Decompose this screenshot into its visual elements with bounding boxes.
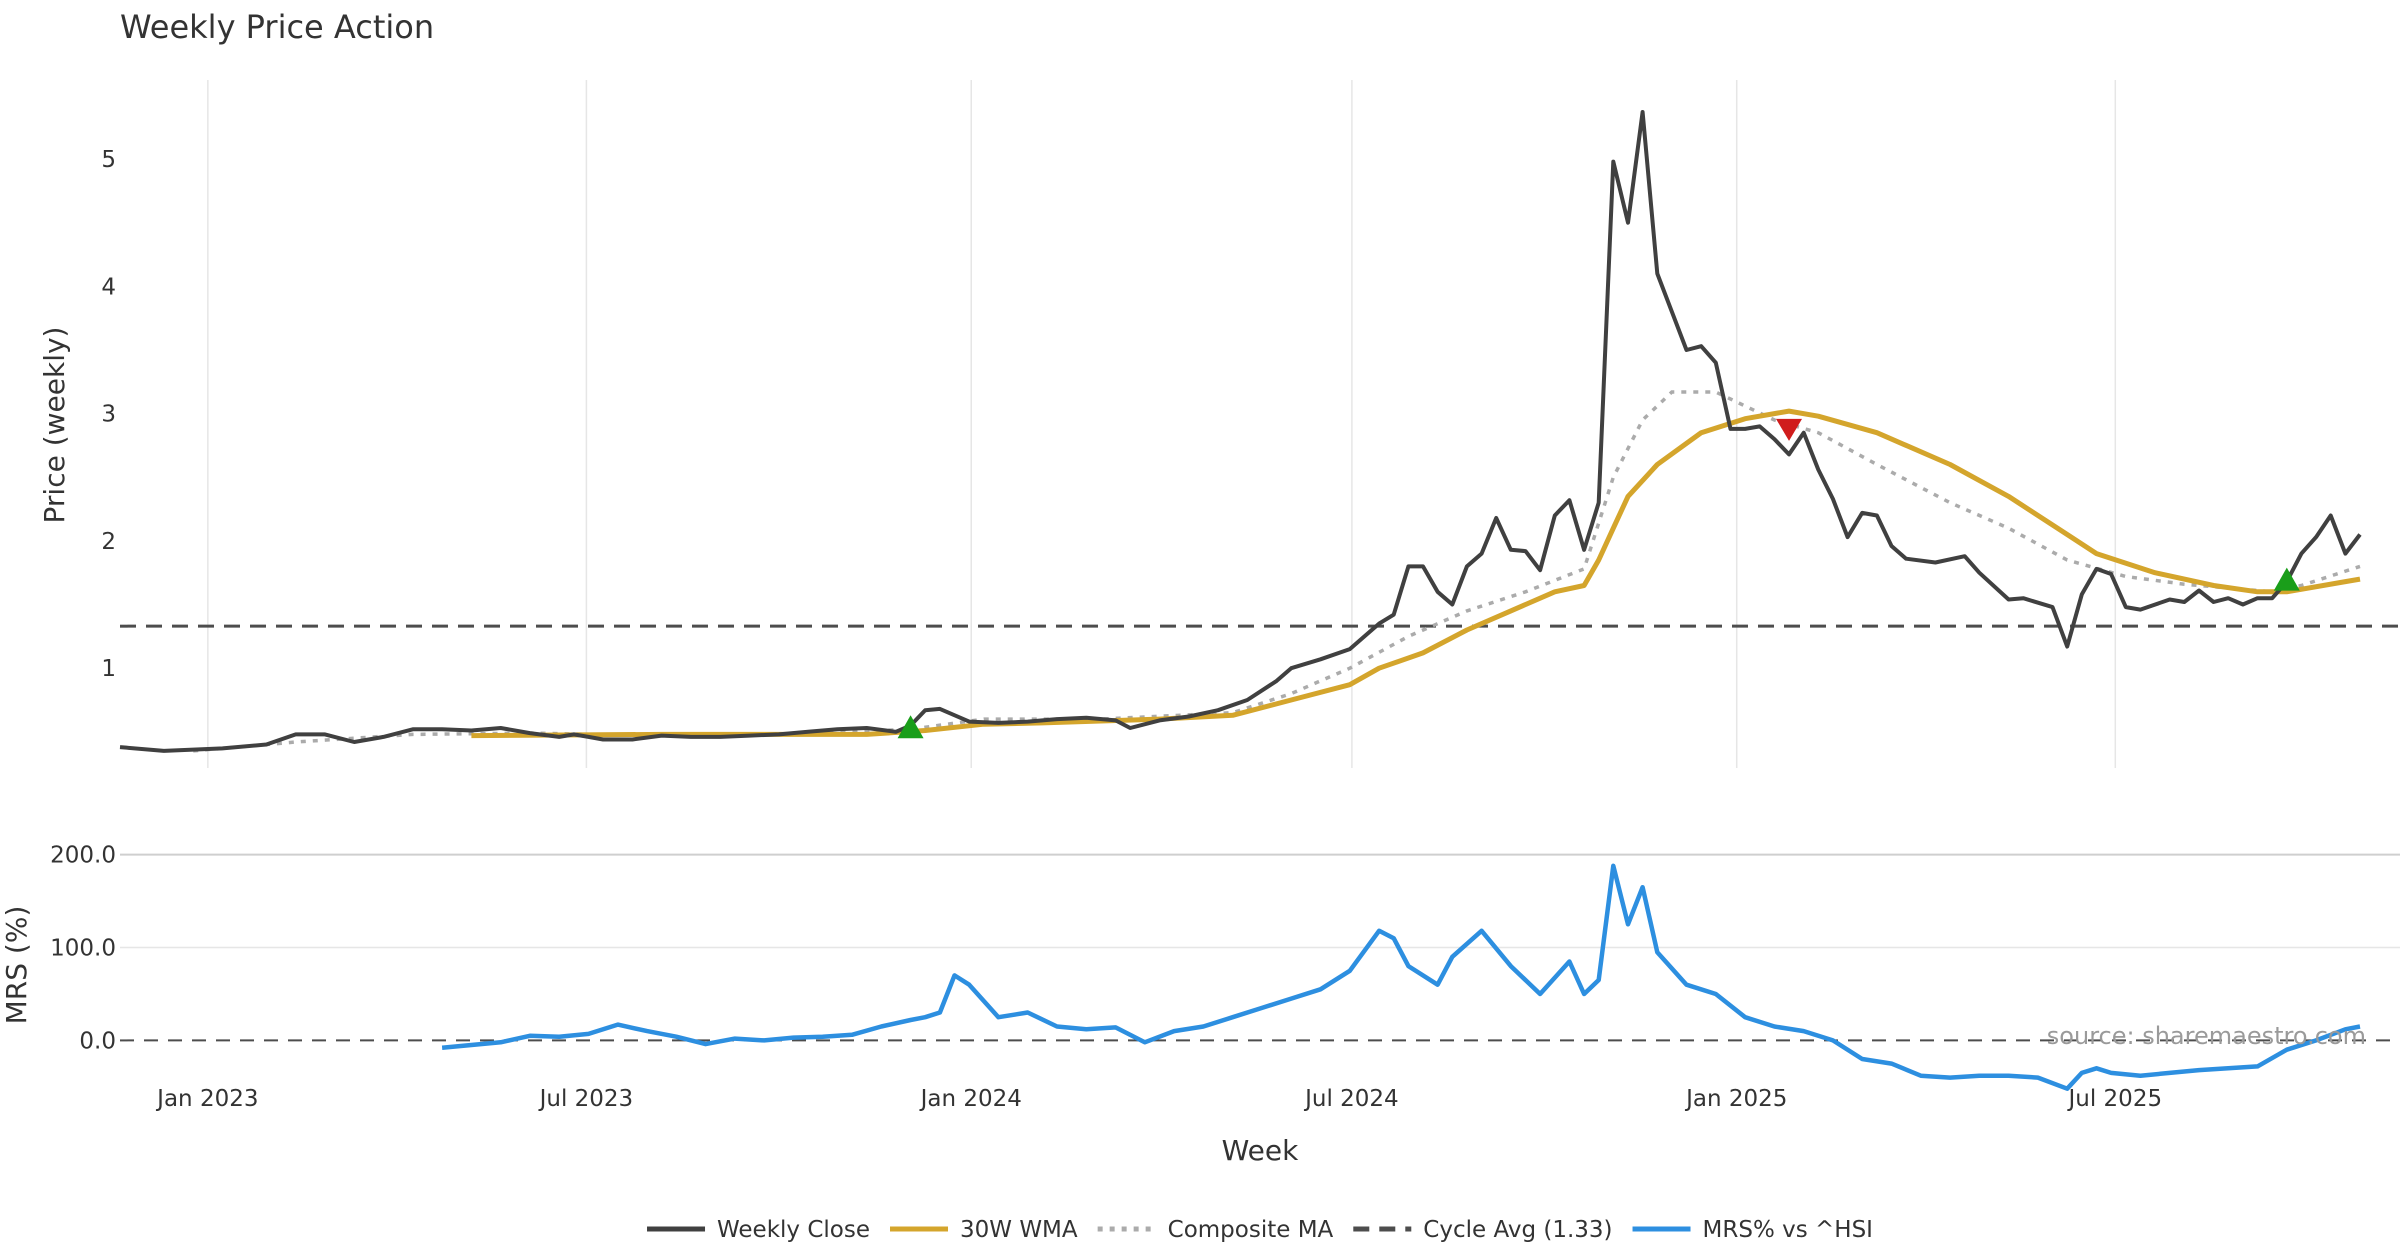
legend-item-label: MRS% vs ^HSI — [1703, 1217, 1873, 1243]
weekly-close-line — [119, 110, 2362, 753]
x-tick-label: Jan 2023 — [155, 1086, 258, 1112]
mrs-y-ticks: 0.0 100.0 200.0 — [50, 843, 116, 1055]
x-tick-label: Jul 2024 — [1303, 1086, 1399, 1112]
price-y-tick-label: 1 — [101, 656, 116, 682]
mrs-y-tick-label: 0.0 — [79, 1028, 116, 1054]
price-y-axis-label: Price (weekly) — [38, 327, 71, 524]
x-axis-label: Week — [1222, 1134, 1299, 1167]
price-y-tick-label: 3 — [101, 402, 116, 428]
chart-title: Weekly Price Action — [120, 8, 434, 46]
source-label: source: sharemaestro.com — [2047, 1022, 2366, 1050]
mrs-y-tick-label: 200.0 — [50, 843, 116, 869]
legend-item-label: Weekly Close — [717, 1217, 870, 1243]
price-y-ticks: 1 2 3 4 5 — [101, 147, 116, 682]
x-tick-label: Jul 2025 — [2066, 1086, 2162, 1112]
x-tick-label: Jan 2024 — [919, 1086, 1022, 1112]
mrs-y-tick-label: 100.0 — [50, 936, 116, 962]
mrs-line — [441, 863, 2361, 1091]
x-tick-label: Jul 2023 — [538, 1086, 634, 1112]
signal-markers — [897, 418, 2300, 739]
price-y-tick-label: 4 — [101, 274, 116, 300]
composite-ma-line — [193, 390, 2361, 753]
x-tick-label: Jan 2025 — [1684, 1086, 1787, 1112]
price-y-tick-label: 5 — [101, 147, 116, 173]
price-grid — [207, 80, 2117, 768]
mrs-grid — [120, 853, 2400, 949]
wma-30w-line — [471, 408, 2361, 739]
price-y-tick-label: 2 — [101, 529, 116, 555]
legend: Weekly Close 30W WMA Composite MA Cycle Avg… — [647, 1217, 1873, 1243]
buy-signal-marker — [897, 715, 924, 739]
x-ticks: Jan 2023 Jul 2023 Jan 2024 Jul 2024 Jan 2025… — [155, 1086, 2162, 1112]
mrs-y-axis-label: MRS (%) — [0, 906, 33, 1025]
legend-item-label: Cycle Avg (1.33) — [1423, 1217, 1612, 1243]
sell-signal-marker — [1776, 418, 1803, 441]
legend-item-label: 30W WMA — [960, 1217, 1078, 1243]
legend-item-label: Composite MA — [1168, 1217, 1334, 1243]
buy-signal-marker — [2273, 567, 2300, 591]
